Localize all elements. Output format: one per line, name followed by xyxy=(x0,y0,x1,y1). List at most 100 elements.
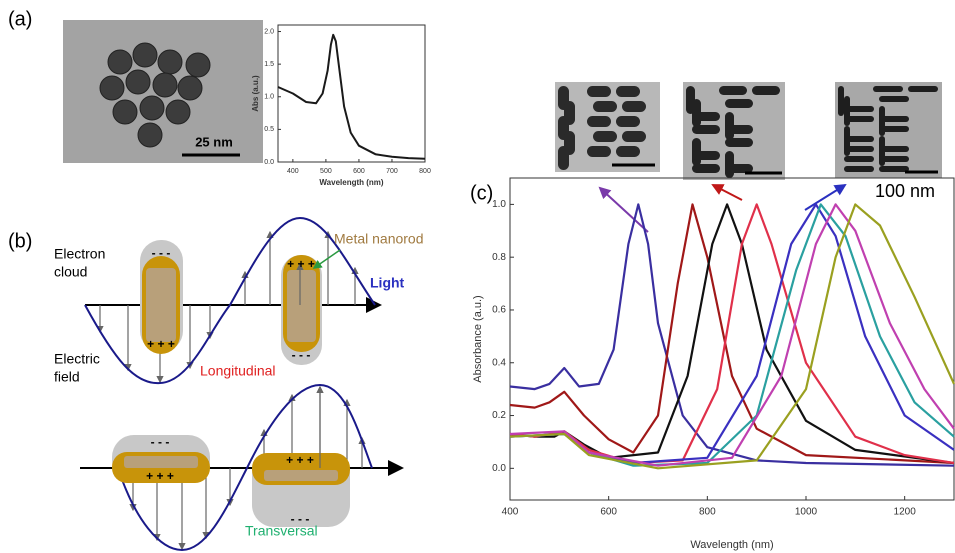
scale-bar-label: 100 nm xyxy=(875,181,935,201)
tem-image-c2 xyxy=(683,82,785,180)
x-tick-label: 400 xyxy=(502,507,519,518)
nanorod xyxy=(879,146,909,152)
nanorod xyxy=(622,131,646,142)
x-tick-label: 1200 xyxy=(894,507,917,518)
nanorod xyxy=(844,156,874,162)
nanorod xyxy=(725,138,753,147)
nanorod xyxy=(844,136,874,142)
nanorod xyxy=(725,125,753,134)
nanoparticle xyxy=(132,42,158,68)
nanorod xyxy=(879,166,909,172)
nanorod xyxy=(593,101,617,112)
tem-image-c1 xyxy=(555,82,660,172)
nanoparticle xyxy=(112,99,138,125)
y-tick-label: 0.0 xyxy=(492,463,506,474)
y-tick-label: 0.6 xyxy=(492,305,506,316)
nanorod xyxy=(879,96,909,102)
longitudinal-diagram xyxy=(84,216,382,385)
nanorod xyxy=(692,112,720,121)
charge-label: - - - xyxy=(152,246,171,260)
charge-label: + + + xyxy=(147,337,175,351)
y-tick-label: 1.5 xyxy=(264,61,274,68)
nanorod xyxy=(692,164,720,173)
tem-image-c3 xyxy=(835,82,942,178)
tem-image-a: 25 nm xyxy=(63,20,263,163)
nanorod xyxy=(879,156,909,162)
nanoparticle xyxy=(152,72,178,98)
nanorod xyxy=(752,86,780,95)
label-electric-field: Electric xyxy=(54,351,100,367)
nanorod xyxy=(908,86,938,92)
nanorod xyxy=(593,131,617,142)
plot-frame xyxy=(277,24,426,163)
y-tick-label: 2.0 xyxy=(264,28,274,35)
charge-label: + + + xyxy=(146,469,174,483)
label-transversal: Transversal xyxy=(245,523,318,539)
nanorod xyxy=(838,86,844,116)
data-line xyxy=(509,203,955,470)
x-tick-label: 800 xyxy=(419,168,431,175)
nanorod xyxy=(616,146,640,157)
nanoparticle xyxy=(177,75,203,101)
pointer-arrow xyxy=(804,183,847,211)
x-tick-label: 400 xyxy=(287,168,299,175)
nanoparticle xyxy=(99,75,125,101)
charge-label: - - - xyxy=(291,512,310,526)
y-tick-label: 1.0 xyxy=(264,94,274,101)
nanorod xyxy=(558,146,569,170)
y-axis-label: Abs (a.u.) xyxy=(251,75,260,112)
plot-frame xyxy=(509,177,955,501)
nanorod xyxy=(844,166,874,172)
nanorod xyxy=(622,101,646,112)
data-line xyxy=(509,203,955,465)
panel-label: (c) xyxy=(470,182,493,204)
label-electric-field: field xyxy=(54,369,80,385)
charge-label: - - - xyxy=(151,435,170,449)
y-tick-label: 0.2 xyxy=(492,410,506,421)
data-line xyxy=(509,203,955,467)
nanoparticle xyxy=(137,122,163,148)
x-tick-label: 700 xyxy=(386,168,398,175)
nanorod xyxy=(692,125,720,134)
nanoparticle xyxy=(139,95,165,121)
nanorod xyxy=(873,86,903,92)
nanorod xyxy=(616,116,640,127)
data-line xyxy=(277,33,426,160)
panel-label: (b) xyxy=(8,230,32,252)
nanorod xyxy=(844,116,874,122)
x-tick-label: 600 xyxy=(600,507,617,518)
charge-label: + + + xyxy=(286,453,314,467)
x-tick-label: 600 xyxy=(353,168,365,175)
x-axis-label: Wavelength (nm) xyxy=(690,539,773,551)
nanorod xyxy=(719,86,747,95)
label-longitudinal: Longitudinal xyxy=(200,363,276,379)
nanoparticle xyxy=(157,49,183,75)
transversal-diagram xyxy=(80,383,404,552)
charge-label: + + + xyxy=(287,257,315,271)
nanorod xyxy=(879,126,909,132)
panel-label: (a) xyxy=(8,8,32,30)
nanorod xyxy=(616,86,640,97)
nanoparticle xyxy=(185,52,211,78)
scale-bar-label: 25 nm xyxy=(195,134,233,149)
label-light: Light xyxy=(370,275,405,291)
nanorod xyxy=(844,106,874,112)
x-tick-label: 500 xyxy=(320,168,332,175)
x-tick-label: 1000 xyxy=(795,507,818,518)
nanorod xyxy=(587,146,611,157)
label-electron-cloud: Electron xyxy=(54,246,105,262)
y-tick-label: 0.0 xyxy=(264,159,274,166)
data-line xyxy=(509,203,955,467)
nanoparticle xyxy=(165,99,191,125)
y-tick-label: 0.4 xyxy=(492,357,506,368)
charge-label: - - - xyxy=(292,348,311,362)
nanorod xyxy=(844,146,874,152)
y-axis-label: Absorbance (a.u.) xyxy=(472,295,484,382)
x-axis-label: Wavelength (nm) xyxy=(319,178,383,187)
nanorod xyxy=(725,99,753,108)
nanoparticle xyxy=(107,49,133,75)
x-tick-label: 800 xyxy=(699,507,716,518)
pointer-arrow xyxy=(598,186,649,233)
nanorod xyxy=(587,86,611,97)
